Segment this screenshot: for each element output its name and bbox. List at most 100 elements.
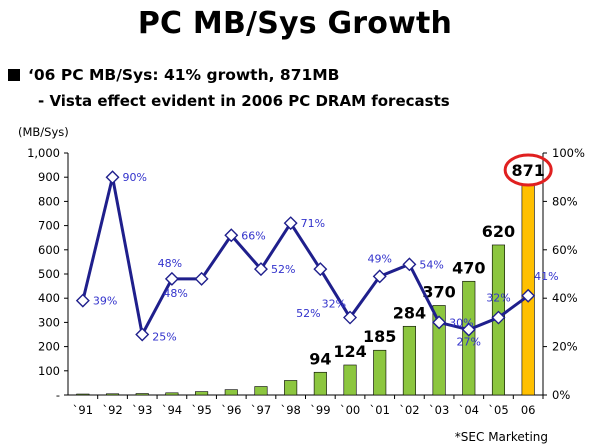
bar-8 <box>313 371 327 396</box>
growth-marker <box>194 271 209 286</box>
x-tick-label: `05 <box>488 403 508 417</box>
growth-value-label: 49% <box>367 252 391 265</box>
bar-3 <box>165 392 179 396</box>
growth-marker <box>343 310 358 325</box>
x-tick-label: `97 <box>251 403 271 417</box>
growth-marker <box>135 327 150 342</box>
growth-value-label: 39% <box>93 295 117 308</box>
sub-bullet: - Vista effect evident in 2006 PC DRAM f… <box>38 92 450 110</box>
bars <box>76 183 535 396</box>
growth-value-label: 71% <box>301 217 325 230</box>
growth-marker <box>491 310 506 325</box>
growth-line <box>81 175 530 336</box>
growth-marker <box>105 170 120 185</box>
growth-marker <box>164 271 179 286</box>
x-tick-label: `92 <box>102 403 122 417</box>
bar-value-label: 185 <box>363 327 396 346</box>
right-tick-label: 60% <box>552 243 578 257</box>
left-tick-label: 100 <box>38 364 60 378</box>
bar-value-label: 284 <box>393 303 426 322</box>
bar-6 <box>254 386 268 396</box>
left-tick-label: 900 <box>38 170 60 184</box>
headline-text: ‘06 PC MB/Sys: 41% growth, 871MB <box>28 66 340 84</box>
growth-value-label: 30% <box>449 316 473 329</box>
bar-7 <box>284 380 298 396</box>
growth-value-label: 52% <box>296 307 320 320</box>
x-tick-label: `00 <box>340 403 360 417</box>
x-tick-label: `04 <box>459 403 479 417</box>
left-axis-title: (MB/Sys) <box>18 125 69 139</box>
chart-title: PC MB/Sys Growth <box>137 6 453 41</box>
right-tick-label: 20% <box>552 340 578 354</box>
bar-4 <box>195 391 209 396</box>
growth-marker <box>313 262 328 277</box>
right-tick-label: 40% <box>552 291 578 305</box>
headline-bullet: ‘06 PC MB/Sys: 41% growth, 871MB <box>8 66 340 84</box>
left-tick-label: 200 <box>38 340 60 354</box>
x-tick-label: 06 <box>521 403 536 417</box>
left-tick-label: 700 <box>38 219 60 233</box>
growth-value-label: 32% <box>322 298 346 311</box>
growth-value-label: 48% <box>163 287 187 300</box>
left-tick-label: 500 <box>38 267 60 281</box>
bar-5 <box>224 389 238 396</box>
x-tick-label: `99 <box>310 403 330 417</box>
highlight-layer <box>503 153 553 187</box>
bar-0 <box>76 393 90 396</box>
bar-10 <box>373 349 387 396</box>
x-tick-label: `93 <box>132 403 152 417</box>
growth-value-label: 48% <box>158 257 182 270</box>
source-note: *SEC Marketing <box>454 430 548 444</box>
bar-2 <box>135 393 149 396</box>
growth-value-label: 52% <box>271 263 295 276</box>
growth-line-layer: 39%90%25%48%48%66%52%71%52%32%49% 54%30%2… <box>75 170 559 349</box>
x-tick-label: `94 <box>162 403 182 417</box>
right-tick-label: 100% <box>552 146 585 160</box>
bar-value-label: 871 <box>511 161 544 180</box>
x-tick-label: `95 <box>191 403 211 417</box>
growth-value-label: 27% <box>457 336 481 349</box>
left-tick-label: 600 <box>38 243 60 257</box>
growth-marker <box>372 269 387 284</box>
bar-13 <box>462 280 476 396</box>
right-tick-label: 0% <box>552 388 570 402</box>
x-tick-label: `02 <box>399 403 419 417</box>
bar-value-label: 94 <box>309 349 331 368</box>
growth-marker <box>402 257 417 272</box>
right-tick-label: 80% <box>552 194 578 208</box>
bar-12 <box>432 305 446 396</box>
growth-marker <box>461 322 476 337</box>
left-tick-label: - <box>56 388 60 402</box>
growth-marker <box>253 262 268 277</box>
growth-marker <box>283 216 298 231</box>
x-tick-label: `03 <box>429 403 449 417</box>
growth-value-label: 41% <box>534 270 558 283</box>
left-tick-label: 300 <box>38 315 60 329</box>
bar-1 <box>105 393 120 396</box>
x-tick-label: `96 <box>221 403 241 417</box>
bar-value-label: 370 <box>422 282 455 301</box>
growth-value-label: 32% <box>486 292 510 305</box>
x-tick-label: `98 <box>280 403 300 417</box>
x-tick-label: `91 <box>73 403 93 417</box>
left-tick-label: 800 <box>38 194 60 208</box>
growth-value-label: 90% <box>123 171 147 184</box>
growth-value-label: 25% <box>152 331 176 344</box>
growth-marker <box>521 288 536 303</box>
growth-marker <box>224 228 239 243</box>
x-tick-label: `01 <box>370 403 390 417</box>
bar-value-label: 470 <box>452 258 485 277</box>
bullet-square-icon <box>8 69 20 81</box>
bar-9 <box>343 364 357 396</box>
growth-value-label: 54% <box>419 258 443 271</box>
bar-value-label: 124 <box>333 342 366 361</box>
bar-value-label: 620 <box>482 222 515 241</box>
growth-marker <box>432 315 447 330</box>
growth-marker <box>75 293 90 308</box>
highlight-circle <box>503 153 553 187</box>
growth-value-label: 66% <box>241 229 265 242</box>
left-tick-label: 400 <box>38 291 60 305</box>
bar-11 <box>402 325 416 396</box>
